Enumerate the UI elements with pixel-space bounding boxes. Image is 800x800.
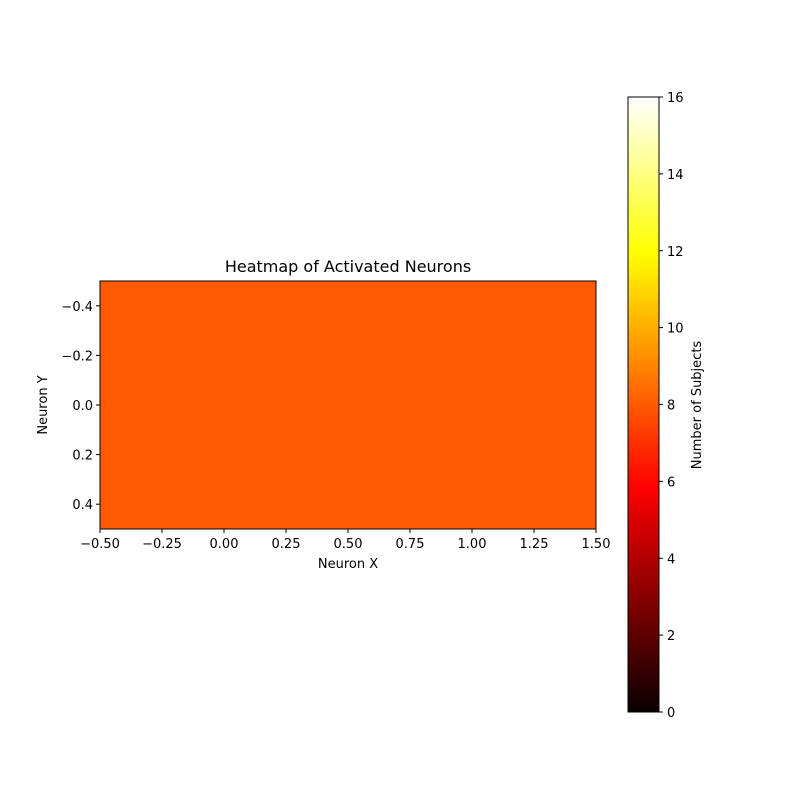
colorbar-tick-label: 2 [667, 629, 675, 644]
colorbar [627, 96, 660, 713]
x-tick-label: 1.00 [458, 537, 487, 552]
y-tick-label: −0.2 [61, 349, 93, 364]
chart-title: Heatmap of Activated Neurons [225, 257, 471, 276]
colorbar-tick-label: 6 [667, 475, 675, 490]
heatmap-cell [100, 281, 348, 529]
colorbar-tick-label: 0 [667, 706, 675, 721]
x-tick-label: −0.50 [80, 537, 120, 552]
x-tick-label: 1.50 [582, 537, 611, 552]
y-tick-label: 0.0 [72, 399, 93, 414]
y-axis-label: Neuron Y [36, 375, 51, 434]
x-tick-label: 1.25 [520, 537, 549, 552]
heatmap-cell [348, 281, 596, 529]
x-tick-label: 0.50 [334, 537, 363, 552]
x-tick-label: 0.25 [272, 537, 301, 552]
heatmap-cells [100, 281, 596, 529]
y-tick-label: 0.2 [72, 449, 93, 464]
x-axis-label: Neuron X [318, 557, 378, 572]
colorbar-tick-label: 4 [667, 552, 675, 567]
x-tick-label: −0.25 [142, 537, 182, 552]
y-tick-label: −0.4 [61, 300, 93, 315]
colorbar-tick-label: 8 [667, 399, 675, 414]
x-tick-label: 0.00 [210, 537, 239, 552]
colorbar-tick-label: 10 [667, 322, 684, 337]
y-tick-label: 0.4 [72, 498, 93, 513]
x-axis-ticks: −0.50 −0.25 0.00 0.25 0.50 0.75 1.00 1.25 1.50 [80, 529, 610, 552]
x-tick-label: 0.75 [396, 537, 425, 552]
y-axis-ticks: −0.4 −0.2 0.0 0.2 0.4 [61, 300, 100, 513]
colorbar-ticks: 0 2 4 6 8 10 12 14 16 [659, 91, 684, 721]
colorbar-label: Number of Subjects [690, 341, 705, 470]
colorbar-tick-label: 14 [667, 168, 684, 183]
colorbar-tick-label: 16 [667, 91, 684, 106]
colorbar-tick-label: 12 [667, 245, 684, 260]
